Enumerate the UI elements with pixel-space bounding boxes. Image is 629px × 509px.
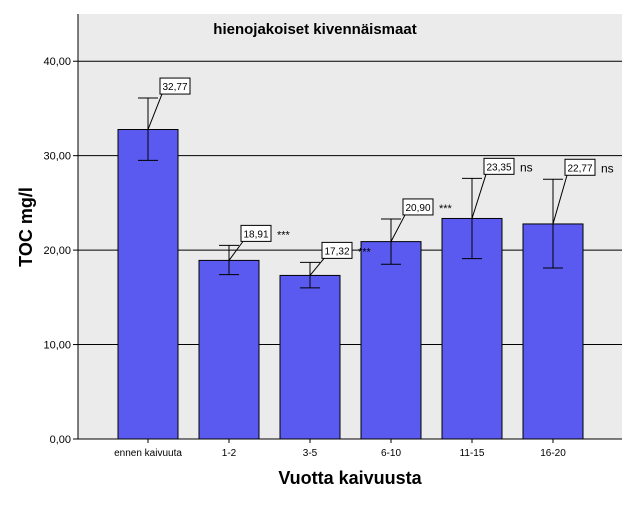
y-tick-label: 10,00 [43,340,71,352]
x-tick-label: 16-20 [540,448,566,459]
chart-title: hienojakoiset kivennäismaat [213,21,416,38]
significance-label: ns [520,160,533,174]
data-label: 18,91 [243,229,268,240]
label-leader [471,174,487,219]
x-tick-label: 1-2 [222,448,237,459]
bar [279,274,341,440]
data-label-box [321,241,353,259]
data-label: 23,35 [486,162,511,173]
y-tick-label: 0,00 [50,434,71,446]
y-tick-label: 40,00 [43,56,71,68]
significance-label: ns [601,161,614,175]
significance-label: *** [277,229,291,241]
x-axis-label: Vuotta kaivuusta [278,468,422,488]
data-label-box [240,224,272,242]
label-leader [552,175,568,225]
label-leader [390,214,406,242]
data-label-box [483,157,515,175]
data-label: 17,32 [324,246,349,257]
x-tick-label: 6-10 [381,448,401,459]
x-tick-label: 3-5 [303,448,318,459]
label-leader [228,241,244,261]
bar [117,129,179,440]
significance-label: *** [439,203,453,215]
bar [360,241,422,440]
x-tick-label: 11-15 [460,448,485,459]
label-leader [147,93,163,130]
y-tick-label: 30,00 [43,151,71,163]
data-label: 20,90 [405,203,430,214]
data-label-box [159,77,191,95]
y-tick-label: 20,00 [43,245,71,257]
data-label-box [564,158,596,176]
bar [198,259,260,440]
data-label-box [402,198,434,216]
x-tick-label: ennen kaivuuta [114,448,182,459]
data-label: 22,77 [567,163,592,174]
significance-label: *** [358,246,372,258]
data-label: 32,77 [162,82,187,93]
label-leader [309,258,325,276]
y-axis-label: TOC mg/l [16,187,36,267]
